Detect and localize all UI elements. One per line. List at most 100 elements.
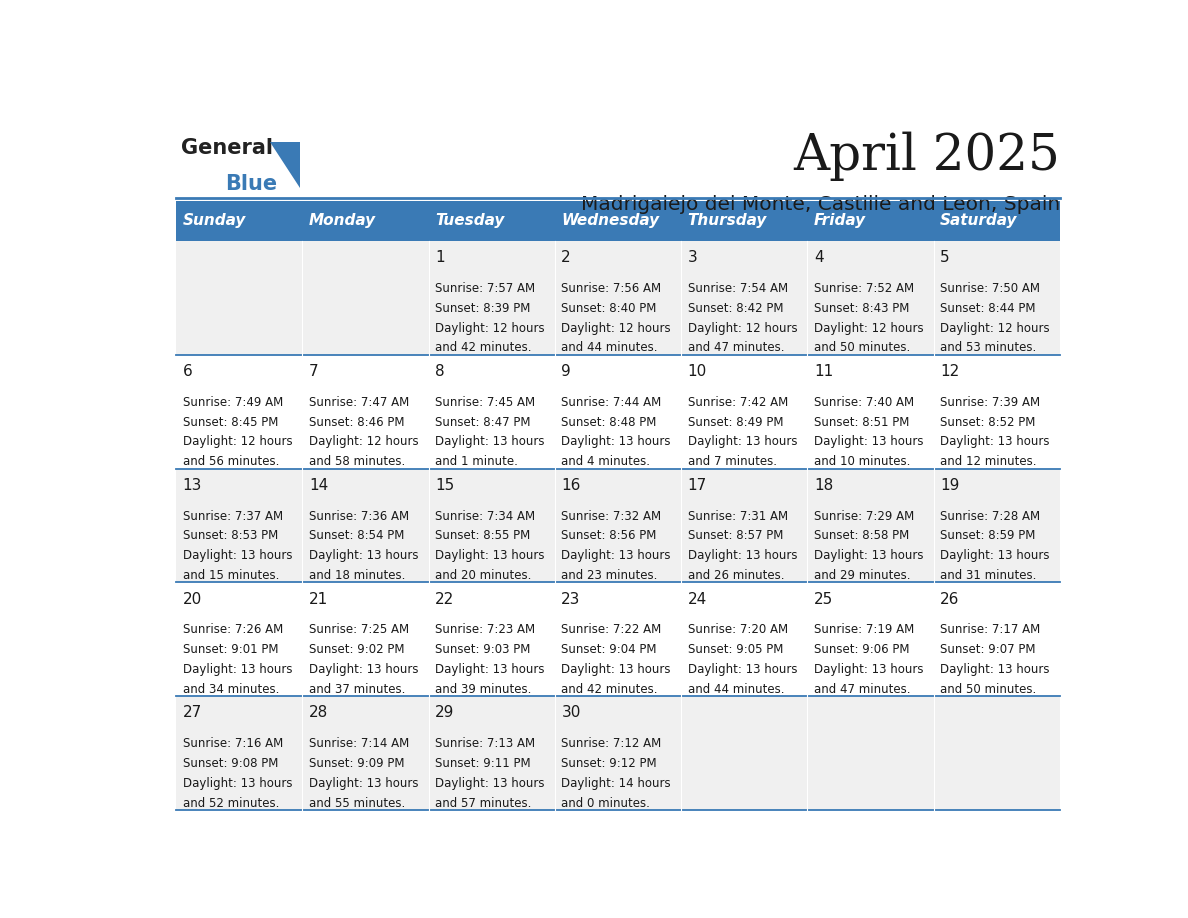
Text: 10: 10 [688,364,707,379]
Text: Daylight: 13 hours: Daylight: 13 hours [435,435,544,448]
Text: Thursday: Thursday [688,213,767,229]
Text: Sunrise: 7:17 AM: Sunrise: 7:17 AM [940,623,1041,636]
Text: 4: 4 [814,250,823,265]
Text: and 52 minutes.: and 52 minutes. [183,797,279,810]
Bar [808,354,934,468]
Text: Daylight: 12 hours: Daylight: 12 hours [940,321,1050,334]
Text: and 20 minutes.: and 20 minutes. [435,569,531,582]
Text: 21: 21 [309,591,328,607]
Text: Wednesday: Wednesday [561,213,659,229]
Text: Sunset: 8:58 PM: Sunset: 8:58 PM [814,530,909,543]
Text: Sunset: 8:44 PM: Sunset: 8:44 PM [940,302,1036,315]
Text: Madrigalejo del Monte, Castille and Leon, Spain: Madrigalejo del Monte, Castille and Leon… [581,195,1060,214]
Bar [681,201,808,241]
Text: Sunrise: 7:40 AM: Sunrise: 7:40 AM [814,396,914,409]
Text: Sunrise: 7:31 AM: Sunrise: 7:31 AM [688,509,788,522]
Text: Sunrise: 7:23 AM: Sunrise: 7:23 AM [435,623,536,636]
Bar [934,354,1060,468]
Text: Daylight: 12 hours: Daylight: 12 hours [562,321,671,334]
Bar [681,241,808,354]
Polygon shape [270,142,301,188]
Text: Friday: Friday [814,213,866,229]
Text: General: General [181,139,273,159]
Bar [176,468,303,582]
Bar [555,468,681,582]
Text: Sunrise: 7:52 AM: Sunrise: 7:52 AM [814,282,914,295]
Text: Sunrise: 7:32 AM: Sunrise: 7:32 AM [562,509,662,522]
Bar [681,468,808,582]
Text: 11: 11 [814,364,833,379]
Text: Daylight: 13 hours: Daylight: 13 hours [814,435,923,448]
Text: and 23 minutes.: and 23 minutes. [562,569,658,582]
Bar [176,696,303,810]
Bar [934,696,1060,810]
Bar [303,201,429,241]
Text: Sunrise: 7:47 AM: Sunrise: 7:47 AM [309,396,409,409]
Text: 20: 20 [183,591,202,607]
Text: 3: 3 [688,250,697,265]
Text: and 0 minutes.: and 0 minutes. [562,797,650,810]
Text: and 7 minutes.: and 7 minutes. [688,455,777,468]
Text: and 44 minutes.: and 44 minutes. [562,341,658,354]
Bar [429,468,555,582]
Text: Daylight: 13 hours: Daylight: 13 hours [183,549,292,562]
Text: and 12 minutes.: and 12 minutes. [940,455,1037,468]
Text: Sunrise: 7:13 AM: Sunrise: 7:13 AM [435,737,536,750]
Text: Daylight: 13 hours: Daylight: 13 hours [940,663,1050,676]
Text: and 15 minutes.: and 15 minutes. [183,569,279,582]
Text: and 42 minutes.: and 42 minutes. [435,341,531,354]
Text: Daylight: 13 hours: Daylight: 13 hours [688,435,797,448]
Text: Sunrise: 7:16 AM: Sunrise: 7:16 AM [183,737,283,750]
Text: and 57 minutes.: and 57 minutes. [435,797,531,810]
Bar [429,582,555,696]
Text: and 1 minute.: and 1 minute. [435,455,518,468]
Bar [429,201,555,241]
Text: Daylight: 13 hours: Daylight: 13 hours [940,435,1050,448]
Text: Sunset: 9:02 PM: Sunset: 9:02 PM [309,644,404,656]
Text: 25: 25 [814,591,833,607]
Bar [176,201,303,241]
Text: Sunset: 8:48 PM: Sunset: 8:48 PM [562,416,657,429]
Text: Daylight: 13 hours: Daylight: 13 hours [309,549,418,562]
Text: Sunrise: 7:57 AM: Sunrise: 7:57 AM [435,282,536,295]
Text: 12: 12 [940,364,960,379]
Bar [555,201,681,241]
Text: Daylight: 12 hours: Daylight: 12 hours [435,321,545,334]
Text: 18: 18 [814,477,833,493]
Text: 9: 9 [562,364,571,379]
Text: and 56 minutes.: and 56 minutes. [183,455,279,468]
Text: Daylight: 12 hours: Daylight: 12 hours [688,321,797,334]
Text: Daylight: 13 hours: Daylight: 13 hours [814,663,923,676]
Text: Sunrise: 7:29 AM: Sunrise: 7:29 AM [814,509,914,522]
Text: 22: 22 [435,591,454,607]
Text: Daylight: 13 hours: Daylight: 13 hours [940,549,1050,562]
Bar [934,201,1060,241]
Bar [934,582,1060,696]
Text: Sunrise: 7:54 AM: Sunrise: 7:54 AM [688,282,788,295]
Text: Sunset: 9:01 PM: Sunset: 9:01 PM [183,644,278,656]
Text: Sunset: 9:03 PM: Sunset: 9:03 PM [435,644,531,656]
Text: and 18 minutes.: and 18 minutes. [309,569,405,582]
Text: 14: 14 [309,477,328,493]
Bar [808,468,934,582]
Text: Sunset: 8:53 PM: Sunset: 8:53 PM [183,530,278,543]
Text: Sunrise: 7:34 AM: Sunrise: 7:34 AM [435,509,536,522]
Text: Daylight: 14 hours: Daylight: 14 hours [562,777,671,789]
Text: Daylight: 12 hours: Daylight: 12 hours [814,321,923,334]
Text: Daylight: 13 hours: Daylight: 13 hours [688,549,797,562]
Text: Sunset: 9:06 PM: Sunset: 9:06 PM [814,644,909,656]
Text: 5: 5 [940,250,949,265]
Text: and 34 minutes.: and 34 minutes. [183,683,279,696]
Text: and 37 minutes.: and 37 minutes. [309,683,405,696]
Text: Sunrise: 7:45 AM: Sunrise: 7:45 AM [435,396,536,409]
Text: Sunset: 8:47 PM: Sunset: 8:47 PM [435,416,531,429]
Text: Daylight: 13 hours: Daylight: 13 hours [435,777,544,789]
Text: Sunset: 8:45 PM: Sunset: 8:45 PM [183,416,278,429]
Text: and 55 minutes.: and 55 minutes. [309,797,405,810]
Text: Sunset: 8:55 PM: Sunset: 8:55 PM [435,530,530,543]
Text: 29: 29 [435,705,455,721]
Text: and 47 minutes.: and 47 minutes. [814,683,910,696]
Text: Sunset: 8:56 PM: Sunset: 8:56 PM [562,530,657,543]
Bar [303,468,429,582]
Text: Daylight: 13 hours: Daylight: 13 hours [562,663,671,676]
